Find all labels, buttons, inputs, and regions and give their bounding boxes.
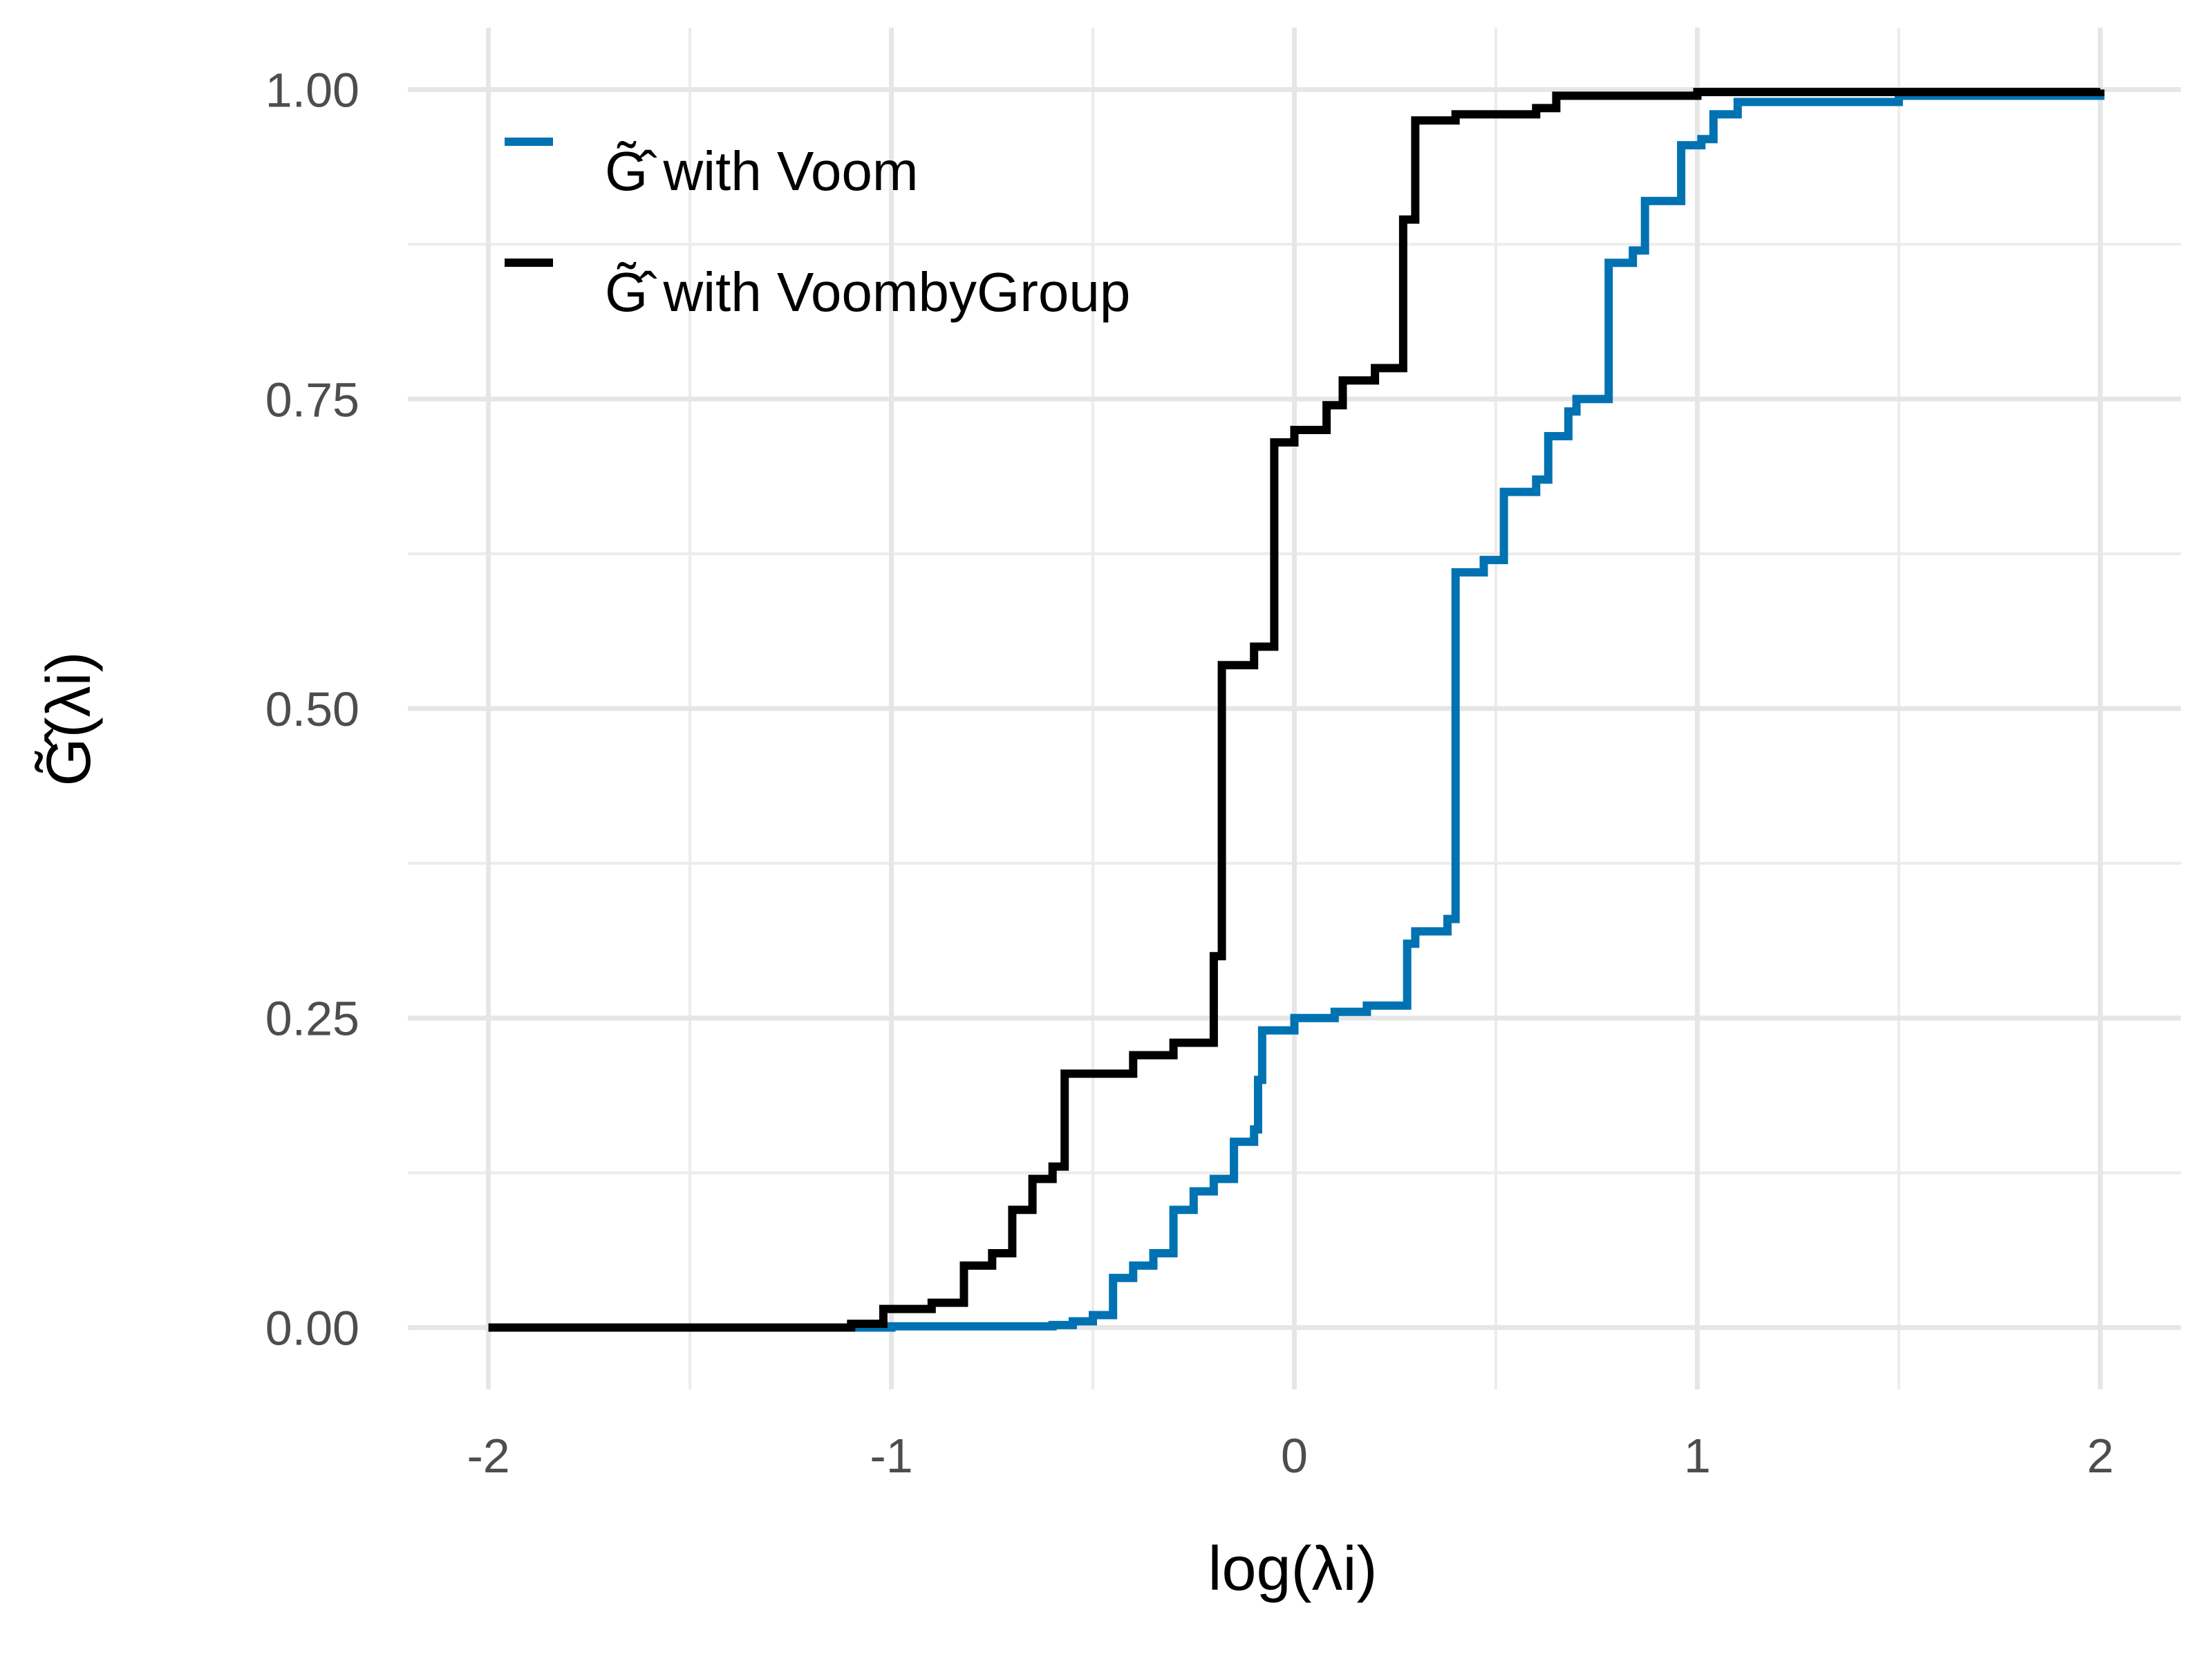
series-line-voombygroup bbox=[488, 88, 2105, 1332]
y-tick-label: 0.25 bbox=[265, 992, 359, 1046]
y-tick-label: 0.75 bbox=[265, 373, 359, 427]
legend-label: G̃̂ with Voom bbox=[605, 140, 919, 202]
x-tick-label: -2 bbox=[467, 1429, 509, 1483]
y-axis-title: G̃̂(λi) bbox=[35, 652, 104, 787]
legend: G̃̂ with Voom G̃̂ with VoombyGroup bbox=[505, 138, 1130, 323]
y-tick-label: 1.00 bbox=[265, 64, 359, 118]
y-tick-label: 0.50 bbox=[265, 682, 359, 736]
tick-labels: -2 -1 0 1 2 0.00 0.25 0.50 0.75 1.00 bbox=[265, 64, 2114, 1483]
x-tick-label: 0 bbox=[1281, 1429, 1308, 1483]
x-tick-label: 2 bbox=[2087, 1429, 2114, 1483]
series-line-voom bbox=[488, 89, 2105, 1332]
x-tick-label: -1 bbox=[870, 1429, 912, 1483]
x-axis-title: log(λi) bbox=[1208, 1535, 1377, 1604]
series-lines bbox=[488, 88, 2105, 1332]
x-tick-label: 1 bbox=[1684, 1429, 1711, 1483]
legend-label: G̃̂ with VoombyGroup bbox=[605, 261, 1130, 323]
grid bbox=[408, 28, 2181, 1389]
y-tick-label: 0.00 bbox=[265, 1301, 359, 1355]
